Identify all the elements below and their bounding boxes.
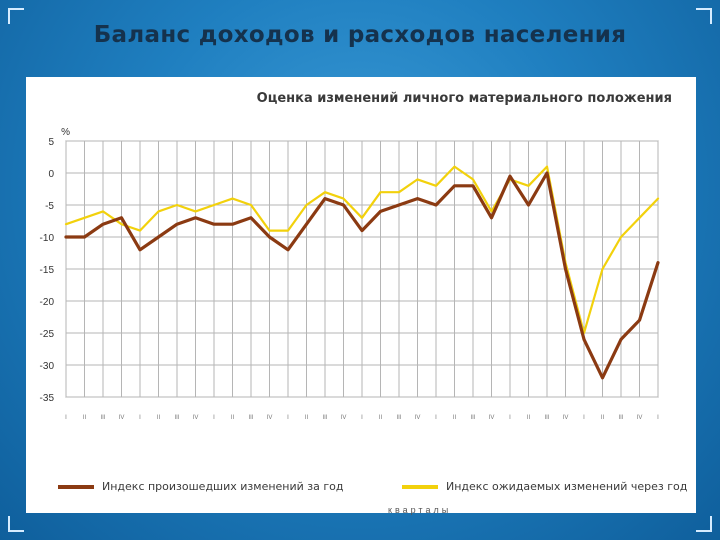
frame-corner-bottom-right [696,516,712,532]
x-tick-label: I [657,415,659,421]
legend-entry-actual: Индекс произошедших изменений за год [58,480,343,493]
y-tick-label: -30 [40,361,55,372]
x-tick-label: IV [119,415,125,421]
y-tick-label: -25 [40,329,55,340]
x-tick-label: IV [193,415,199,421]
x-tick-label: III [174,415,179,421]
legend-label-actual: Индекс произошедших изменений за год [102,480,344,493]
x-tick-label: IV [341,415,347,421]
y-tick-label: 5 [48,137,54,148]
y-tick-label: -15 [40,265,55,276]
x-tick-label: II [305,415,309,421]
x-tick-label: III [248,415,253,421]
legend-swatch-expected [402,484,438,489]
x-tick-label: I [213,415,215,421]
x-tick-label: IV [267,415,273,421]
x-tick-label: III [618,415,623,421]
x-tick-label: I [139,415,141,421]
x-tick-label: I [65,415,67,421]
x-tick-label: III [322,415,327,421]
x-tick-label: I [287,415,289,421]
slide-title: Баланс доходов и расходов населения [93,22,627,48]
frame-corner-bottom-left [8,516,24,532]
x-tick-label: IV [637,415,643,421]
series-line-actual [64,171,660,380]
legend-label-expected: Индекс ожидаемых изменений через год [446,480,688,493]
x-tick-label: III [544,415,549,421]
y-tick-label: -5 [45,201,54,212]
y-axis-unit-label: % [61,127,70,138]
x-tick-label: IV [563,415,569,421]
chart-panel: Оценка изменений личного материального п… [26,77,696,515]
frame-corner-top-left [8,8,24,24]
x-tick-label: II [453,415,457,421]
y-tick-label: -20 [40,297,55,308]
x-tick-label: I [435,415,437,421]
line-chart: 50-5-10-15-20-25-30-35%I II III IV I II III IV I… [40,127,660,421]
x-tick-label: III [470,415,475,421]
x-tick-label: I [583,415,585,421]
legend-entry-expected: Индекс ожидаемых изменений через год [402,480,687,493]
x-tick-label: II [379,415,383,421]
x-tick-label: II [83,415,87,421]
x-tick-label: I [361,415,363,421]
x-axis-title: кварталы [388,505,452,515]
y-tick-label: 0 [48,169,54,180]
frame-corner-top-right [696,8,712,24]
x-tick-label: IV [489,415,495,421]
y-tick-label: -35 [40,393,55,404]
y-tick-label: -10 [40,233,55,244]
x-tick-label: III [100,415,105,421]
x-tick-label: IV [415,415,421,421]
legend-swatch-actual [58,484,94,489]
x-tick-label: II [157,415,161,421]
x-tick-label: II [231,415,235,421]
x-tick-label: III [396,415,401,421]
x-tick-label: II [601,415,605,421]
x-tick-label: II [527,415,531,421]
chart-title: Оценка изменений личного материального п… [256,91,672,106]
x-tick-label: I [509,415,511,421]
